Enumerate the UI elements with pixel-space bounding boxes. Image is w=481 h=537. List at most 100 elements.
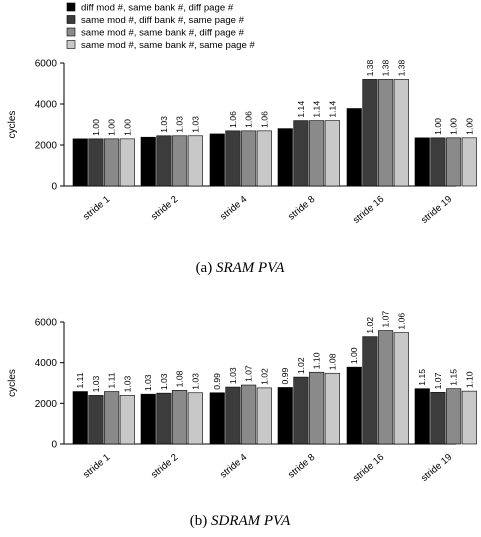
category-label: stride 1 — [81, 194, 112, 223]
bar — [414, 388, 430, 445]
chart-caption: (a) SRAM PVA — [196, 260, 286, 276]
data-label: 1.15 — [449, 369, 459, 386]
data-label: 1.08 — [175, 370, 185, 387]
category-label: stride 4 — [218, 451, 250, 480]
y-tick-label: 4000 — [35, 100, 58, 111]
bar — [140, 393, 156, 445]
bar — [461, 137, 477, 187]
legend-entry: same mod #, same bank #, diff page # — [81, 28, 245, 39]
category-label: stride 16 — [351, 194, 386, 226]
category-label: stride 2 — [149, 194, 180, 223]
legend-entry: same mod #, same bank #, same page # — [81, 40, 256, 51]
bar — [187, 392, 203, 445]
y-axis-label: cycles — [7, 111, 18, 139]
data-label: 1.03 — [190, 373, 200, 390]
bar — [209, 133, 225, 187]
data-label: 1.15 — [417, 369, 427, 386]
data-label: 1.11 — [107, 372, 117, 388]
data-label: 1.03 — [122, 375, 132, 392]
legend: diff mod #, same bank #, diff page # same… — [66, 2, 256, 51]
legend-swatch — [66, 40, 76, 49]
bar — [209, 392, 225, 445]
data-label: 1.06 — [228, 111, 238, 128]
data-label: 1.02 — [296, 357, 306, 374]
data-label: 1.02 — [365, 317, 375, 334]
data-label: 0.99 — [280, 368, 290, 385]
bar — [187, 135, 203, 187]
bar — [156, 135, 172, 187]
data-label: 1.14 — [312, 101, 322, 118]
data-label: 1.06 — [244, 111, 254, 128]
data-label: 1.03 — [159, 116, 169, 133]
legend-swatch — [66, 15, 76, 24]
data-label: 1.03 — [228, 367, 238, 384]
data-label: 1.07 — [244, 365, 254, 382]
bar — [156, 392, 172, 445]
bar — [256, 130, 272, 187]
bar — [104, 138, 120, 187]
bar — [119, 395, 135, 445]
y-tick-label: 0 — [51, 440, 57, 451]
data-label: 1.08 — [327, 353, 337, 370]
bar — [430, 392, 446, 445]
y-tick-label: 2000 — [35, 399, 58, 410]
bar — [446, 388, 462, 445]
bar — [309, 371, 325, 445]
chart-panel-a: 0 2000 4000 6000 cycles 1.00 1.00 1.00 stride 1 1… — [7, 59, 477, 276]
data-label: 1.38 — [365, 59, 375, 76]
data-label: 1.00 — [122, 119, 132, 136]
y-axis-label: cycles — [7, 369, 18, 397]
bar — [225, 386, 241, 445]
data-label: 1.03 — [143, 374, 153, 391]
bar — [362, 79, 378, 187]
bar — [461, 390, 477, 445]
data-label: 1.03 — [175, 116, 185, 133]
bar — [172, 390, 188, 445]
legend-swatch — [66, 2, 76, 12]
category-label: stride 19 — [419, 194, 454, 226]
bar — [172, 135, 188, 187]
data-label: 1.07 — [381, 311, 391, 328]
category-label: stride 19 — [419, 452, 454, 484]
bar — [72, 138, 88, 187]
bar — [324, 372, 340, 445]
bar — [88, 138, 104, 187]
bar — [446, 137, 462, 187]
data-label: 1.38 — [396, 59, 406, 76]
data-label: 1.00 — [91, 119, 101, 136]
bar — [225, 130, 241, 187]
bar — [140, 136, 156, 187]
bar — [241, 384, 257, 445]
caption-title: SDRAM PVA — [211, 513, 291, 529]
data-label: 1.03 — [91, 375, 101, 392]
bar — [362, 336, 378, 445]
category-label: stride 8 — [286, 194, 317, 223]
bar — [293, 376, 309, 445]
bar — [378, 79, 394, 187]
bar — [256, 387, 272, 445]
data-label: 1.03 — [159, 373, 169, 390]
data-label: 1.06 — [259, 111, 269, 128]
legend-swatch — [66, 27, 76, 37]
y-tick-label: 2000 — [35, 141, 58, 152]
category-label: stride 2 — [149, 452, 180, 481]
y-tick-label: 0 — [51, 182, 57, 193]
data-label: 1.00 — [433, 118, 443, 135]
category-label: stride 16 — [351, 452, 386, 484]
data-label: 1.07 — [433, 372, 443, 389]
data-label: 1.14 — [296, 101, 306, 118]
legend-entry: diff mod #, same bank #, diff page # — [81, 3, 234, 14]
data-label: 1.00 — [349, 347, 359, 364]
caption-title: SRAM PVA — [216, 260, 285, 276]
category-label: stride 1 — [81, 452, 112, 481]
bar — [430, 137, 446, 187]
bar — [277, 387, 293, 445]
bar — [393, 79, 409, 187]
data-label: 1.00 — [464, 118, 474, 135]
bar — [72, 391, 88, 445]
y-tick-label: 6000 — [35, 59, 58, 70]
data-label: 1.38 — [381, 59, 391, 76]
category-label: stride 8 — [286, 452, 317, 481]
bar — [346, 108, 362, 187]
